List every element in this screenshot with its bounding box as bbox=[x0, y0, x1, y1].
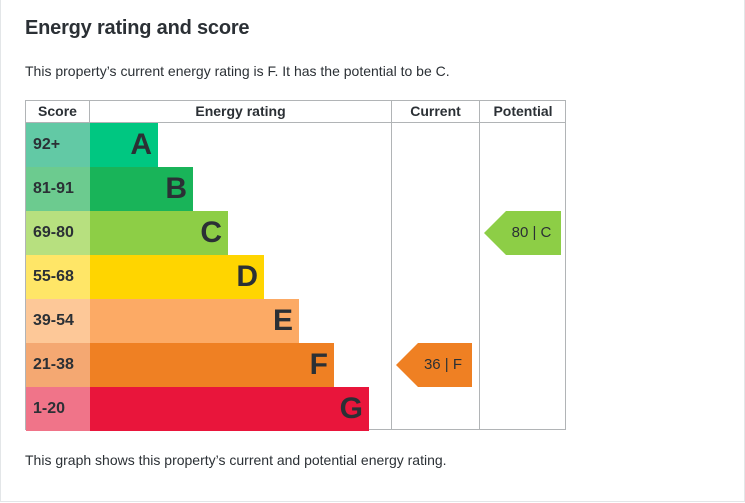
current-rating-arrow: 36 | F bbox=[396, 343, 472, 387]
band-score: 69-80 bbox=[26, 211, 90, 255]
band-score: 81-91 bbox=[26, 167, 90, 211]
intro-text: This property’s current energy rating is… bbox=[25, 63, 450, 79]
band-score: 1-20 bbox=[26, 387, 90, 431]
band-row: 69-80 C bbox=[26, 211, 391, 255]
band-letter: B bbox=[165, 172, 187, 205]
page-title: Energy rating and score bbox=[25, 17, 250, 39]
band-row: 39-54 E bbox=[26, 299, 391, 343]
band-row: 81-91 B bbox=[26, 167, 391, 211]
band-row: 1-20 G bbox=[26, 387, 391, 431]
footer-text: This graph shows this property’s current… bbox=[25, 452, 447, 468]
band-score: 21-38 bbox=[26, 343, 90, 387]
band-bar: A bbox=[90, 123, 158, 167]
band-bar: G bbox=[90, 387, 369, 431]
band-letter: A bbox=[130, 128, 152, 161]
band-letter: E bbox=[272, 304, 293, 337]
band-score: 39-54 bbox=[26, 299, 90, 343]
band-row: 55-68 D bbox=[26, 255, 391, 299]
current-rating-label: 36 | F bbox=[423, 356, 463, 373]
band-letter: F bbox=[309, 348, 328, 381]
header-current: Current bbox=[392, 101, 480, 123]
band-bar: F bbox=[90, 343, 334, 387]
band-bar: B bbox=[90, 167, 193, 211]
header-potential: Potential bbox=[480, 101, 566, 123]
band-bar: D bbox=[90, 255, 264, 299]
band-bar: E bbox=[90, 299, 299, 343]
band-score: 92+ bbox=[26, 123, 90, 167]
divider-potential bbox=[479, 123, 480, 429]
energy-rating-graph: Score Energy rating Current Potential 92… bbox=[25, 100, 566, 431]
band-row: 92+ A bbox=[26, 123, 391, 167]
header-score: Score bbox=[26, 101, 90, 123]
header-energy-rating: Energy rating bbox=[90, 101, 392, 123]
band-letter: G bbox=[339, 392, 363, 425]
band-letter: C bbox=[200, 216, 222, 249]
potential-rating-arrow: 80 | C bbox=[484, 211, 561, 255]
band-row: 21-38 F bbox=[26, 343, 391, 387]
potential-rating-label: 80 | C bbox=[511, 224, 552, 241]
band-score: 55-68 bbox=[26, 255, 90, 299]
divider-current bbox=[391, 123, 392, 429]
band-letter: D bbox=[236, 260, 258, 293]
band-bar: C bbox=[90, 211, 228, 255]
